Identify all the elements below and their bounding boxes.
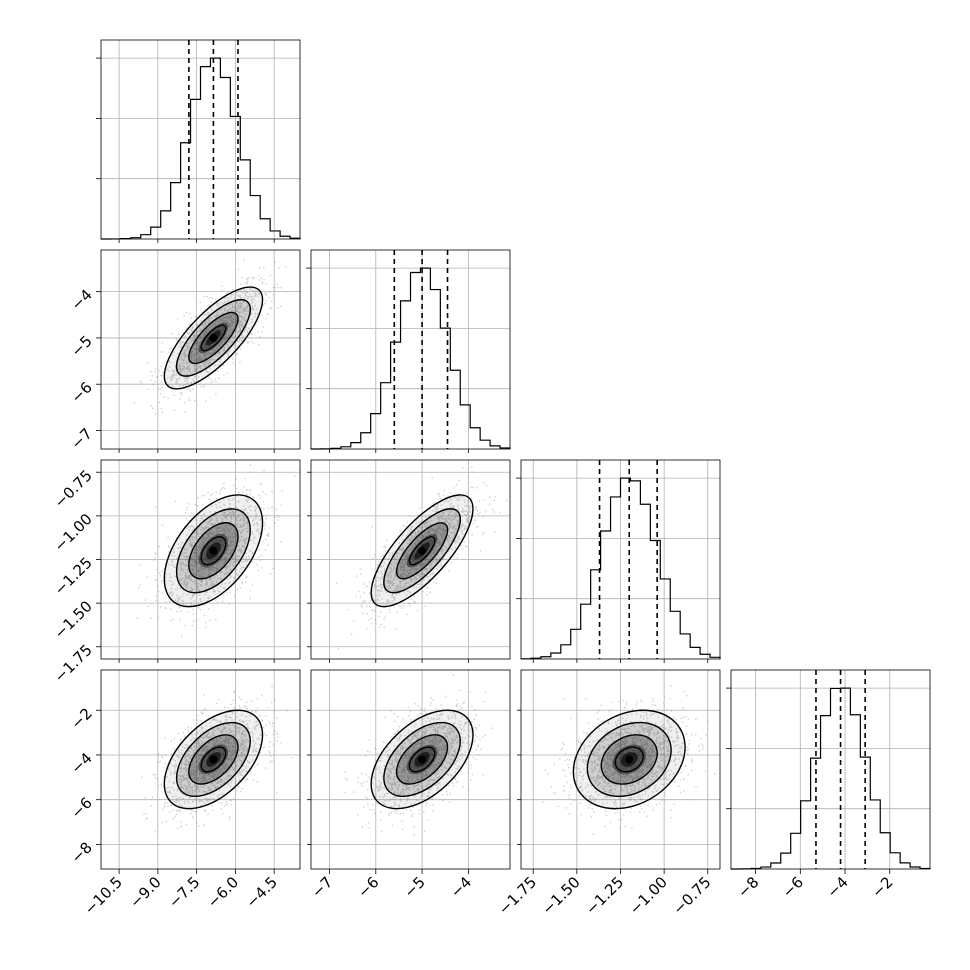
panel-content xyxy=(542,685,716,835)
contour-line xyxy=(188,734,239,785)
contour-line xyxy=(200,324,227,352)
histogram-panel-0 xyxy=(96,39,301,240)
panel-frame xyxy=(730,669,931,870)
contour-line xyxy=(163,286,264,390)
contour-line xyxy=(395,522,449,580)
x-tick-label: −4 xyxy=(447,873,475,901)
contour-line xyxy=(175,299,251,377)
scatter-points xyxy=(343,674,493,836)
histogram-step xyxy=(730,687,931,870)
histogram-panel-1 xyxy=(306,249,511,450)
peak-marker xyxy=(418,755,427,764)
scatter-panel-3-1 xyxy=(310,669,511,870)
contour-line xyxy=(572,709,686,810)
contour-line xyxy=(200,536,227,566)
x-tick-label: −6 xyxy=(779,873,807,901)
x-tick-label: −1.00 xyxy=(626,873,671,918)
y-tick-label: −1.50 xyxy=(51,597,96,642)
contour-line xyxy=(383,721,461,798)
scatter-panel-3-2 xyxy=(520,669,721,870)
contour-line xyxy=(395,734,449,785)
x-tick-label: −4 xyxy=(823,873,851,901)
x-tick-label: −1.25 xyxy=(582,873,627,918)
x-tick-label: −0.75 xyxy=(669,873,714,918)
y-tick-label: −1.75 xyxy=(51,641,96,686)
panel-frame xyxy=(310,669,511,870)
x-tick-label: −6.0 xyxy=(204,873,242,911)
panel-content xyxy=(336,466,508,650)
contour-line xyxy=(188,522,239,580)
contour-line xyxy=(200,746,227,773)
panel-frame xyxy=(100,39,301,240)
histogram-panel-2 xyxy=(516,459,721,660)
x-tick-label: −5 xyxy=(401,873,429,901)
x-tick-label: −1.50 xyxy=(538,873,583,918)
peak-marker xyxy=(209,755,218,764)
panel-content xyxy=(343,674,493,836)
y-tick-label: −2 xyxy=(67,704,95,732)
panel-frame xyxy=(310,249,511,450)
y-tick-label: −5 xyxy=(67,332,95,360)
contour-line xyxy=(188,311,239,365)
histogram-panel-3 xyxy=(726,669,931,870)
contour-line xyxy=(370,709,474,810)
panel-frame xyxy=(100,249,301,450)
contour-line xyxy=(163,494,264,608)
panel-content xyxy=(133,259,287,415)
peak-marker xyxy=(209,333,218,342)
x-tick-label: −2 xyxy=(868,873,896,901)
contour-line xyxy=(163,709,264,810)
contour-line xyxy=(586,721,672,798)
y-tick-label: −7 xyxy=(67,425,95,453)
contour-line xyxy=(408,746,436,773)
y-tick-label: −0.75 xyxy=(51,466,96,511)
scatter-panel-3-0 xyxy=(100,669,301,870)
scatter-panel-2-1 xyxy=(310,459,511,660)
scatter-panel-1-0 xyxy=(100,249,301,450)
panel-frame xyxy=(100,669,301,870)
x-tick-label: −6 xyxy=(354,873,382,901)
contour-line xyxy=(175,508,251,594)
peak-marker xyxy=(625,755,634,764)
y-tick-label: −6 xyxy=(67,794,95,822)
y-tick-label: −8 xyxy=(67,839,95,867)
histogram-step xyxy=(520,477,721,660)
y-tick-label: −6 xyxy=(67,378,95,406)
contour-line xyxy=(383,508,461,594)
peak-marker xyxy=(418,546,427,555)
contour-line xyxy=(600,734,658,785)
x-tick-label: −4.5 xyxy=(242,873,280,911)
panel-content xyxy=(136,464,296,638)
x-tick-label: −10.5 xyxy=(81,873,126,918)
scatter-panel-2-0 xyxy=(100,459,301,660)
x-tick-label: −9.0 xyxy=(126,873,164,911)
x-tick-label: −8 xyxy=(734,873,762,901)
x-tick-label: −7 xyxy=(308,873,336,901)
panel-content xyxy=(141,685,294,846)
x-tick-label: −1.75 xyxy=(495,873,540,918)
y-tick-label: −1.00 xyxy=(51,510,96,555)
y-tick-label: −1.25 xyxy=(51,554,96,599)
contour-line xyxy=(175,721,251,798)
peak-marker xyxy=(209,546,218,555)
contour-line xyxy=(614,746,644,773)
contour-line xyxy=(370,494,474,608)
histogram-step xyxy=(310,267,511,450)
x-tick-label: −7.5 xyxy=(165,873,203,911)
y-tick-label: −4 xyxy=(67,749,95,777)
y-tick-label: −4 xyxy=(67,286,95,314)
histogram-step xyxy=(100,57,301,240)
contour-line xyxy=(408,536,436,566)
